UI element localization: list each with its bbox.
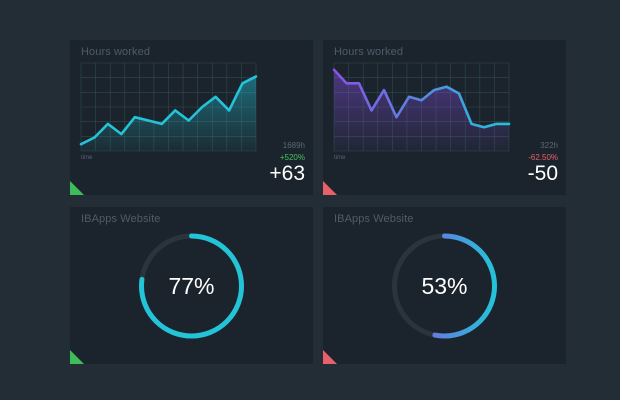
percent-change: +520%: [279, 153, 305, 162]
card-title: Hours worked: [334, 46, 404, 58]
progress-percent: 53%: [421, 273, 468, 299]
website-progress-card-2[interactable]: IBApps Website 53%: [323, 207, 566, 364]
series-area: [81, 76, 256, 151]
total-hours: 322h: [540, 141, 558, 150]
progress-percent: 77%: [168, 273, 215, 299]
x-axis-label: time: [81, 155, 93, 161]
card-title: IBApps Website: [81, 213, 161, 225]
trend-down-indicator: [323, 181, 337, 195]
line-chart: [332, 62, 511, 152]
hours-worked-card-1[interactable]: Hours worked time 1689h +520% +63: [70, 40, 313, 195]
website-progress-card-1[interactable]: IBApps Website 77%: [70, 207, 313, 364]
total-hours: 1689h: [282, 141, 305, 150]
delta-value: -50: [527, 162, 558, 185]
donut-progress-arc: [392, 233, 497, 339]
trend-up-indicator: [70, 181, 84, 195]
line-chart: [79, 62, 258, 152]
series-area: [334, 69, 509, 151]
progress-donut: [392, 233, 497, 339]
trend-down-indicator: [323, 350, 337, 364]
x-axis-label: time: [334, 155, 346, 161]
hours-worked-card-2[interactable]: Hours worked time 322h -62.50% -50: [323, 40, 566, 195]
progress-donut: [139, 233, 244, 339]
series-line: [79, 75, 258, 146]
card-title: IBApps Website: [334, 213, 414, 225]
card-title: Hours worked: [81, 46, 151, 58]
delta-value: +63: [269, 162, 305, 185]
series-line: [332, 68, 511, 129]
trend-up-indicator: [70, 350, 84, 364]
percent-change: -62.50%: [528, 153, 558, 162]
donut-progress-arc: [139, 233, 244, 339]
